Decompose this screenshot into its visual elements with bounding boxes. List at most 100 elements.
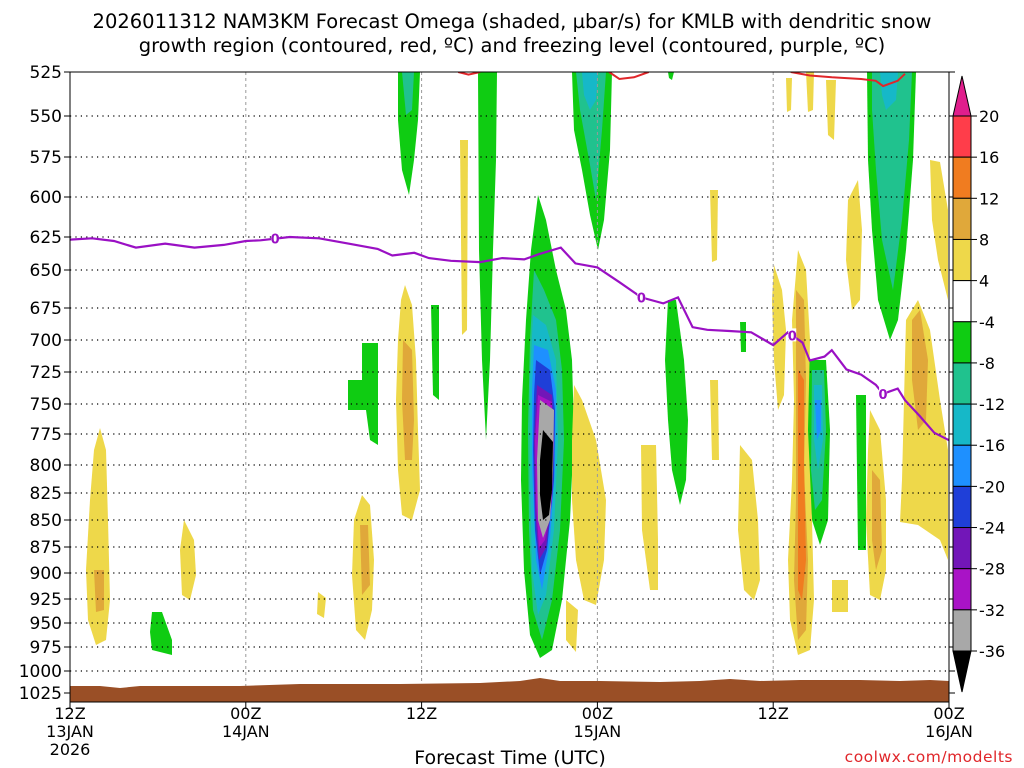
colorbar-tick-label: 16 [979,148,999,167]
x-tick-label: 00Z [230,704,261,723]
colorbar-tick-label: -4 [979,313,995,332]
omega-region [360,525,370,595]
y-tick-label: 550 [30,107,62,127]
colorbar-tick-label: 20 [979,107,999,126]
contour-label-background [637,290,646,304]
colorbar-bin [952,403,972,446]
omega-region [572,385,606,605]
plot-area: 0 0 0 0 [69,71,950,703]
colorbar-tick-label: -16 [979,436,1005,455]
omega-region [665,300,688,505]
colorbar-bottom-arrow [952,650,972,693]
omega-region [710,380,719,460]
omega-region [798,370,806,600]
colorbar-tick-label: 4 [979,272,989,291]
omega-region [738,445,760,600]
colorbar-tick-label: -24 [979,519,1005,538]
colorbar-bin [952,280,972,323]
y-tick-label: 975 [30,638,62,658]
omega-region [576,72,606,200]
omega-region [826,80,836,140]
y-tick-label: 900 [30,564,62,584]
x-tick-label: 12Z [54,704,85,723]
omega-region [846,180,862,310]
omega-region [402,340,414,460]
y-axis: 525 550 575 600 625 650 675 700 725 750 775 800 825 8… [19,63,955,704]
omega-region [478,72,497,440]
colorbar-tick-label: -20 [979,477,1005,496]
omega-region [582,72,598,110]
omega-shading [86,72,948,658]
omega-region [348,343,378,445]
colorbar-bin [952,238,972,282]
omega-region [460,140,468,335]
y-tick-label: 625 [30,228,62,248]
chart-title-line-2: growth region (contoured, red, ºC) and f… [139,34,886,57]
omega-region [431,305,439,400]
y-tick-label: 750 [30,395,62,415]
x-tick-date: 14JAN [222,722,270,741]
contour-label-background [271,231,280,245]
colorbar-tick-label: 8 [979,230,989,249]
plot-frame [69,71,950,703]
omega-region [710,190,718,262]
contours: 0 0 0 0 [70,72,949,442]
y-tick-label: 800 [30,456,62,476]
x-tick-label: 12Z [758,704,789,723]
colorbar-bin [952,568,972,611]
y-tick-label: 925 [30,590,62,610]
omega-region [94,570,104,612]
y-tick-label: 1000 [19,662,62,682]
colorbar-tick-label: -28 [979,560,1005,579]
y-tick-label: 950 [30,614,62,634]
terrain [70,678,949,702]
y-tick-label: 775 [30,425,62,445]
y-tick-label: 675 [30,299,62,319]
freezing-level-contour [70,235,949,442]
colorbar-tick-label: -12 [979,395,1005,414]
colorbar-tick-label: -32 [979,601,1005,620]
colorbar-bin [952,362,972,405]
omega-region [180,520,196,600]
omega-region [806,72,814,112]
omega-region [872,72,912,290]
dgz-contour [457,72,481,76]
omega-region [398,72,420,195]
omega-region [872,470,882,570]
omega-region [832,580,848,612]
freezing-level-label: 0 [879,388,888,403]
colorbar-bin [952,156,972,199]
omega-region [402,72,414,115]
omega-region [772,265,786,410]
y-tick-label: 700 [30,331,62,351]
colorbar-bin [952,197,972,240]
omega-region [815,400,821,440]
y-tick-label: 825 [30,484,62,504]
y-tick-label: 850 [30,511,62,531]
omega-region [786,78,792,112]
omega-region [540,430,553,520]
colorbar: 20 16 12 8 4 -4 -8 -12 -16 -20 -24 -28 -32 -36 [952,75,1005,693]
chart-title-line-1: 2026011312 NAM3KM Forecast Omega (shaded… [93,10,932,33]
colorbar-tick-label: 12 [979,189,999,208]
y-tick-label: 525 [30,63,62,83]
colorbar-tick-label: -36 [979,642,1005,661]
freezing-level-label: 0 [788,329,797,344]
omega-region [566,600,578,652]
x-tick-label: 12Z [406,704,437,723]
x-tick-date: 13JAN [46,722,94,741]
dgz-contour [790,72,906,88]
omega-region [740,322,746,352]
x-tick-label: 00Z [933,704,964,723]
y-tick-label: 725 [30,363,62,383]
omega-region [641,445,658,590]
y-tick-label: 650 [30,261,62,281]
dgz-contour [608,72,650,81]
x-tick-label: 00Z [582,704,613,723]
colorbar-bin [952,527,972,570]
omega-region [668,72,674,80]
colorbar-bin [952,609,972,652]
freezing-level-label: 0 [271,233,280,248]
